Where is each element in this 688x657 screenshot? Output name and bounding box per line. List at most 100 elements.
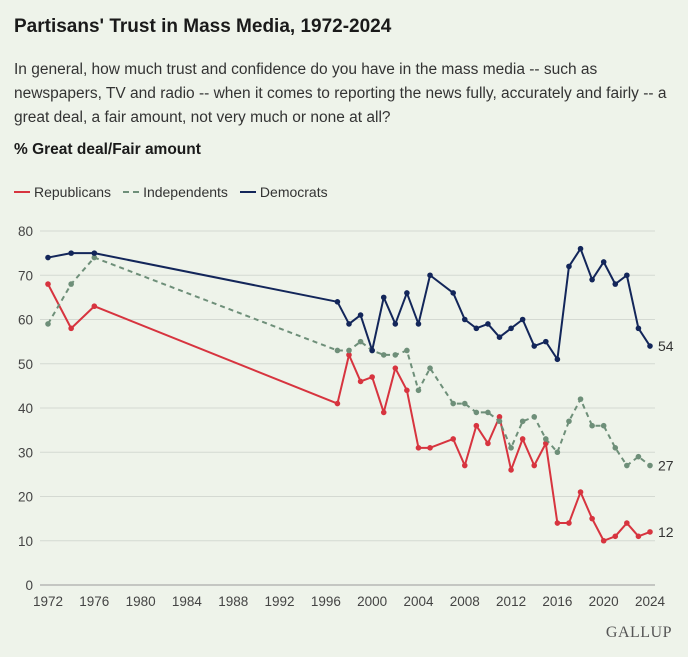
data-point-independents-2010 (485, 409, 491, 416)
data-point-republicans-1976 (91, 303, 98, 310)
data-point-republicans-2021 (612, 533, 619, 540)
data-point-independents-2017 (566, 418, 572, 425)
data-point-independents-1972 (45, 321, 51, 327)
data-point-independents-1976 (91, 254, 98, 261)
x-tick-label-2008: 2008 (450, 594, 480, 609)
data-point-independents-1974 (68, 281, 74, 287)
data-point-independents-2009 (473, 409, 480, 416)
data-point-republicans-2019 (589, 515, 595, 522)
data-point-democrats-1976 (91, 250, 98, 256)
data-point-republicans-2023 (635, 533, 642, 540)
x-tick-label-2004: 2004 (403, 594, 434, 609)
data-point-republicans-2018 (577, 489, 584, 495)
data-point-democrats-2008 (461, 316, 468, 323)
data-point-independents-1998 (346, 347, 352, 354)
series-line-independents (47, 256, 651, 467)
data-point-republicans-2016 (554, 520, 561, 526)
x-tick-label-2016: 2016 (542, 594, 572, 609)
data-point-democrats-2007 (450, 290, 456, 296)
legend-label-independents: Independents (143, 184, 228, 200)
data-point-democrats-2009 (473, 325, 480, 332)
series-line-republicans (47, 283, 651, 542)
data-point-republicans-2011 (496, 414, 503, 420)
data-point-independents-2023 (635, 453, 642, 460)
legend-swatch-independents (123, 191, 140, 193)
data-point-republicans-2020 (600, 537, 607, 544)
y-tick-label-0: 0 (25, 578, 33, 593)
data-point-independents-2013 (519, 418, 526, 425)
data-point-democrats-1997 (334, 299, 341, 305)
data-point-democrats-2022 (624, 272, 630, 279)
data-point-republicans-2017 (566, 520, 572, 526)
y-tick-label-80: 80 (18, 224, 33, 239)
legend-label-republicans: Republicans (34, 184, 112, 200)
data-point-independents-2008 (461, 400, 468, 407)
x-tick-label-1996: 1996 (311, 594, 341, 609)
data-point-democrats-2017 (566, 263, 572, 270)
data-point-republicans-2009 (473, 422, 480, 429)
data-point-democrats-2003 (404, 290, 410, 296)
data-point-independents-2015 (543, 436, 549, 442)
data-point-democrats-2002 (392, 321, 399, 327)
end-label-democrats: 54 (658, 338, 674, 354)
data-point-democrats-2019 (589, 276, 595, 283)
data-point-democrats-2023 (635, 325, 642, 332)
measure-label: % Great deal/Fair amount (14, 141, 201, 158)
data-point-republicans-2003 (404, 387, 410, 394)
data-point-republicans-2002 (392, 365, 399, 371)
x-tick-label-2024: 2024 (635, 594, 666, 609)
legend: Republicans Independents Democrats (14, 184, 340, 200)
y-tick-label-30: 30 (18, 445, 33, 460)
data-point-independents-2007 (450, 400, 456, 407)
data-point-independents-1999 (357, 338, 364, 345)
data-point-democrats-2012 (508, 325, 514, 332)
x-tick-label-2000: 2000 (357, 594, 387, 609)
data-point-republicans-2004 (415, 445, 422, 451)
data-point-independents-2014 (531, 414, 538, 420)
data-point-republicans-1998 (346, 352, 352, 358)
gallup-logo: GALLUP (605, 624, 672, 641)
data-point-democrats-2016 (554, 356, 561, 363)
x-tick-label-1972: 1972 (33, 594, 63, 609)
data-point-independents-2003 (404, 347, 410, 354)
data-point-democrats-2001 (380, 294, 387, 301)
x-tick-label-1992: 1992 (265, 594, 295, 609)
x-tick-label-1976: 1976 (79, 594, 109, 609)
legend-item-democrats: Democrats (239, 184, 328, 200)
data-point-republicans-2001 (380, 409, 387, 416)
data-point-independents-2011 (496, 418, 503, 425)
y-tick-label-20: 20 (18, 490, 33, 505)
data-point-independents-2012 (508, 445, 514, 451)
x-tick-label-1984: 1984 (172, 594, 203, 609)
chart-title: Partisans' Trust in Mass Media, 1972-202… (14, 16, 392, 37)
data-point-independents-2002 (392, 352, 399, 358)
data-point-democrats-2004 (415, 321, 422, 327)
legend-item-republicans: Republicans (14, 184, 111, 200)
data-point-republicans-2005 (427, 445, 433, 451)
data-point-republicans-2013 (519, 436, 526, 442)
series-line-democrats (47, 247, 651, 361)
data-point-republicans-2008 (461, 462, 468, 469)
data-point-democrats-1974 (68, 250, 74, 256)
y-tick-label-60: 60 (18, 313, 33, 328)
data-point-republicans-2010 (485, 440, 491, 447)
end-label-independents: 27 (658, 458, 674, 474)
data-point-democrats-2010 (485, 321, 491, 327)
data-point-republicans-2012 (508, 467, 514, 473)
data-point-republicans-1972 (45, 281, 51, 287)
data-point-democrats-1999 (357, 312, 364, 318)
data-point-republicans-1974 (68, 325, 74, 332)
data-point-democrats-1972 (45, 254, 51, 261)
data-point-democrats-1998 (346, 321, 352, 327)
end-label-republicans: 12 (658, 524, 674, 540)
data-point-independents-2016 (554, 449, 561, 456)
y-tick-label-50: 50 (18, 357, 33, 372)
data-point-democrats-2021 (612, 281, 619, 287)
data-point-republicans-1999 (357, 378, 364, 385)
data-point-republicans-1997 (334, 400, 341, 407)
x-tick-label-1980: 1980 (126, 594, 156, 609)
data-point-independents-1997 (334, 347, 341, 354)
data-point-independents-2004 (415, 387, 422, 394)
data-point-democrats-2014 (531, 343, 538, 349)
